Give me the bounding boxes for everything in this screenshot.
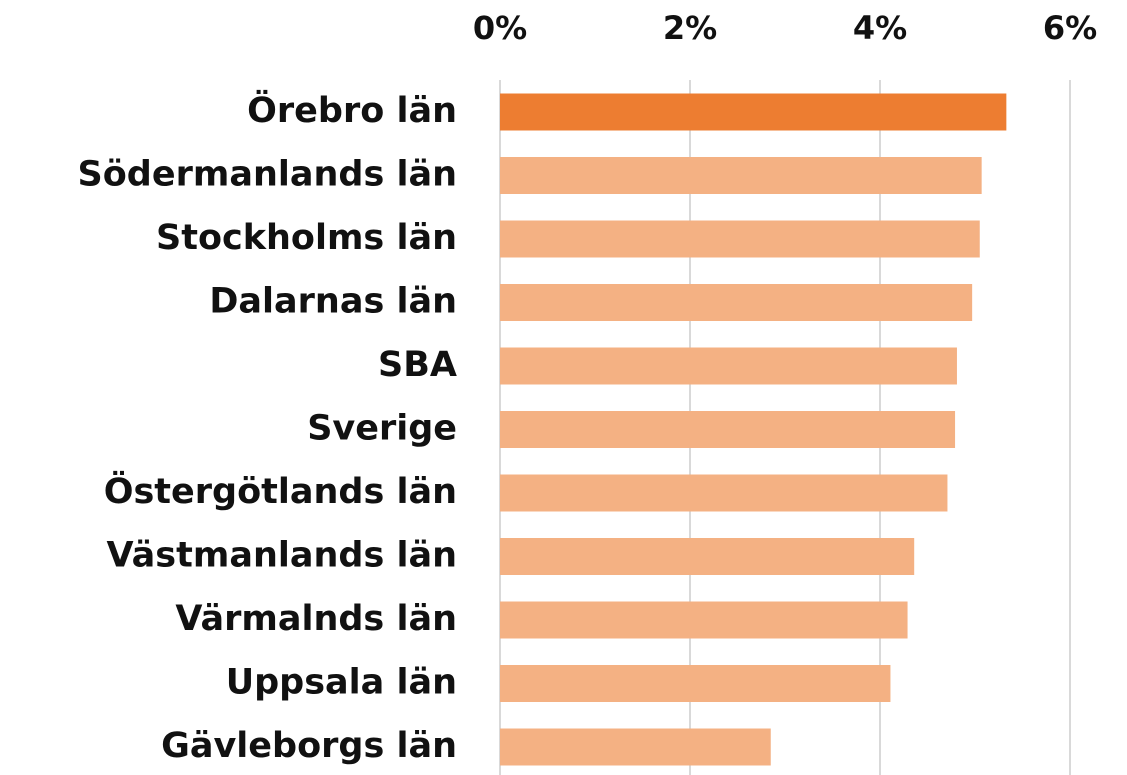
bar (500, 538, 915, 575)
bar (500, 157, 982, 194)
bar (500, 665, 891, 702)
bar (500, 220, 980, 258)
x-tick-label: 4% (853, 9, 907, 47)
bar (500, 93, 1007, 131)
category-label: Uppsala län (226, 663, 457, 703)
bar (500, 474, 948, 512)
category-label: Stockholms län (156, 218, 457, 258)
category-label: Dalarnas län (209, 282, 457, 322)
category-label: Östergötlands län (104, 470, 457, 512)
category-label: SBA (378, 345, 457, 385)
x-tick-label: 0% (473, 9, 527, 47)
bar (500, 601, 908, 639)
category-label: Sverige (307, 409, 457, 449)
x-tick-label: 6% (1043, 9, 1097, 47)
bar (500, 284, 973, 321)
bar (500, 347, 957, 385)
category-label: Södermanlands län (78, 155, 457, 195)
x-tick-label: 2% (663, 9, 717, 47)
category-label: Västmanlands län (107, 536, 458, 576)
category-label: Örebro län (247, 89, 457, 131)
bar (500, 411, 956, 448)
bar (500, 728, 771, 766)
category-label: Gävleborgs län (161, 726, 457, 766)
category-label: Värmalnds län (175, 599, 457, 639)
